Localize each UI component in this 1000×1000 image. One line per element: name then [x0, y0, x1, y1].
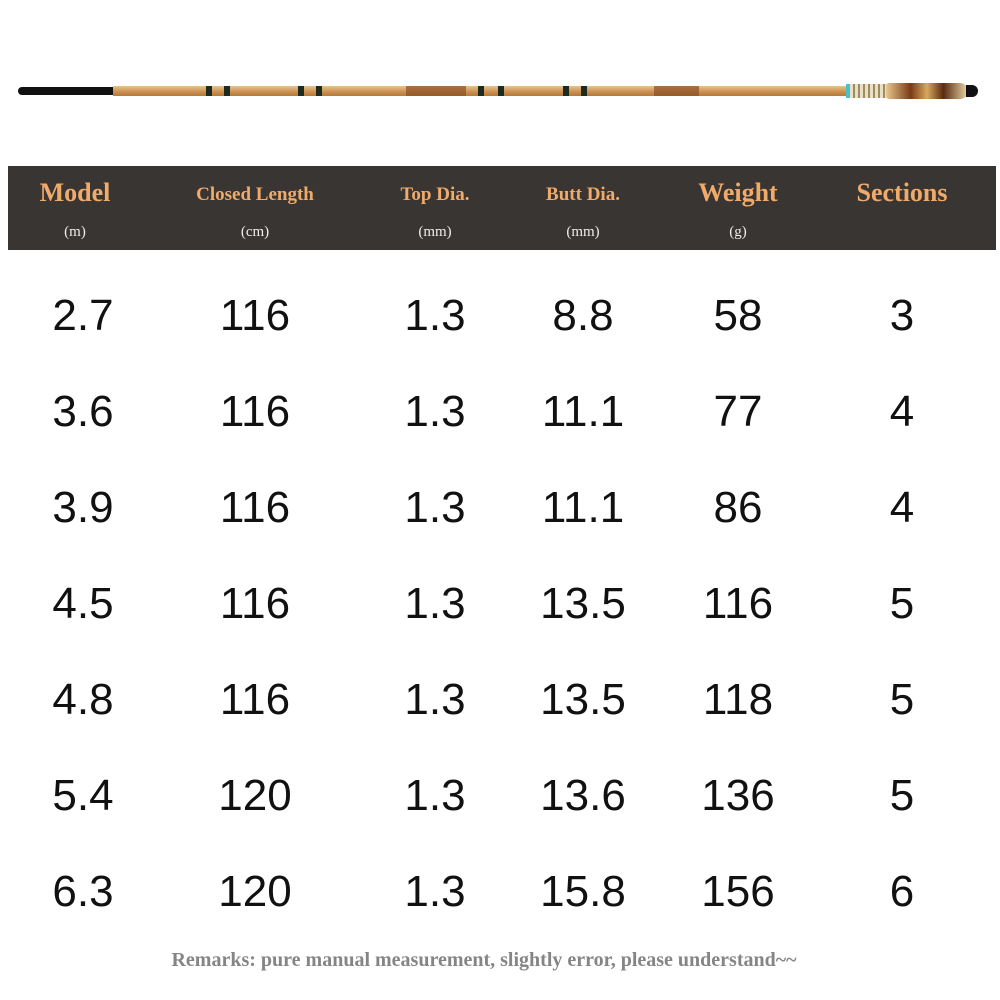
column-unit: (g): [729, 224, 747, 240]
table-cell: 120: [218, 867, 292, 916]
table-cell: 8.8: [552, 291, 614, 340]
table-cell: 116: [219, 675, 291, 724]
table-cell: 120: [218, 771, 292, 820]
column-unit: (mm): [566, 224, 600, 240]
table-cell: 1.3: [404, 771, 466, 820]
table-cell: 11.1: [541, 483, 625, 532]
table-cell: 1.3: [404, 291, 466, 340]
column-unit: (m): [64, 224, 86, 240]
table-cell: 86: [713, 483, 763, 532]
table-cell: 4: [889, 483, 915, 532]
table-cell: 5.4: [52, 771, 114, 820]
table-cell: 116: [219, 483, 291, 532]
table-cell: 1.3: [404, 387, 466, 436]
table-cell: 4.8: [52, 675, 114, 724]
remark-text: Remarks: pure manual measurement, slight…: [171, 949, 797, 971]
table-cell: 116: [219, 387, 291, 436]
column-title: Top Dia.: [400, 184, 470, 205]
table-cell: 118: [702, 675, 774, 724]
column-title: Butt Dia.: [546, 184, 620, 205]
table-cell: 1.3: [404, 867, 466, 916]
table-cell: 1.3: [404, 579, 466, 628]
table-cell: 1.3: [404, 675, 466, 724]
column-title: Model: [39, 178, 111, 207]
column-unit: (cm): [240, 224, 270, 240]
table-cell: 3: [889, 291, 915, 340]
table-cell: 5: [889, 771, 915, 820]
table-cell: 77: [713, 387, 763, 436]
table-cell: 3.6: [52, 387, 114, 436]
table-cell: 5: [889, 579, 915, 628]
table-cell: 1.3: [404, 483, 466, 532]
table-cell: 4: [889, 387, 915, 436]
table-cell: 136: [701, 771, 775, 820]
table-cell: 4.5: [52, 579, 114, 628]
table-cell: 116: [702, 579, 774, 628]
table-cell: 6.3: [52, 867, 114, 916]
table-cell: 13.5: [540, 675, 626, 724]
table-cell: 5: [889, 675, 915, 724]
column-unit: (mm): [418, 224, 452, 240]
table-cell: 116: [219, 291, 291, 340]
table-cell: 2.7: [52, 291, 114, 340]
column-title: Weight: [698, 178, 778, 207]
table-cell: 11.1: [541, 387, 625, 436]
table-cell: 6: [889, 867, 915, 916]
table-header: Model (m) Closed Length (cm) Top Dia. (mm) But…: [8, 166, 996, 250]
column-title: Closed Length: [196, 184, 314, 205]
table-cell: 58: [713, 291, 763, 340]
table-cell: 3.9: [52, 483, 114, 532]
table-cell: 13.5: [540, 579, 626, 628]
column-title: Sections: [856, 178, 948, 207]
fishing-rod-image: [18, 83, 980, 99]
table-cell: 116: [219, 579, 291, 628]
table-cell: 156: [701, 867, 775, 916]
table-cell: 13.6: [540, 771, 626, 820]
table-cell: 15.8: [540, 867, 626, 916]
